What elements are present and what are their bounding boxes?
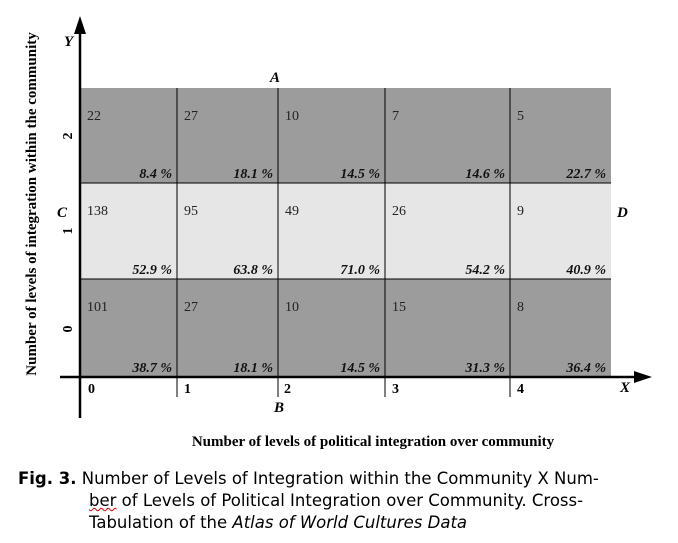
cell-count: 15: [392, 300, 406, 315]
x-tick-label: 0: [88, 382, 95, 397]
cell-count: 27: [184, 109, 198, 124]
x-axis-title: Number of levels of political integratio…: [192, 434, 555, 450]
cell-count: 8: [517, 300, 524, 315]
cell-percent: 22.7 %: [565, 167, 606, 182]
cell-count: 101: [87, 300, 108, 315]
cell-percent: 18.1 %: [233, 361, 273, 376]
cell-percent: 52.9 %: [132, 263, 172, 278]
cell-percent: 14.5 %: [340, 361, 380, 376]
x-tick-label: 1: [184, 382, 191, 397]
caption-label: Fig. 3.: [18, 469, 77, 488]
point-c-label: C: [57, 205, 68, 221]
x-axis-letter: X: [619, 380, 631, 396]
y-axis-letter: Y: [64, 34, 75, 50]
x-tick-labels: 0 1 2 3 4: [88, 382, 524, 397]
cell-grid: [80, 88, 611, 397]
y-tick-labels: 0 1 2: [61, 133, 76, 333]
caption-line-3: Tabulation of the: [89, 513, 233, 532]
caption-hyphenated-word: ber: [89, 491, 117, 510]
point-a-label: A: [269, 70, 280, 86]
cell-count: 22: [87, 109, 101, 124]
cell-count: 27: [184, 300, 198, 315]
cell-percent: 63.8 %: [233, 263, 273, 278]
cell-values: 22 8.4 % 27 18.1 % 10 14.5 % 7 14.6 % 5 22.7 % 138…: [87, 109, 606, 376]
caption-source-title: Atlas of World Cultures Data: [232, 513, 468, 532]
cell-percent: 71.0 %: [340, 263, 380, 278]
x-tick-label: 4: [517, 382, 524, 397]
row-bands: [80, 88, 611, 377]
row-band-level-0: [80, 279, 611, 377]
cell-percent: 31.3 %: [464, 361, 505, 376]
cell-count: 5: [517, 109, 524, 124]
cell-percent: 18.1 %: [233, 167, 273, 182]
row-band-level-2: [80, 88, 611, 183]
point-d-label: D: [616, 205, 628, 221]
cell-percent: 54.2 %: [465, 263, 505, 278]
cell-count: 138: [87, 204, 108, 219]
x-tick-label: 2: [284, 382, 291, 397]
y-tick-label: 2: [61, 133, 76, 140]
y-axis-title: Number of levels of integration within t…: [24, 32, 40, 376]
cell-count: 49: [285, 204, 299, 219]
cell-percent: 8.4 %: [139, 167, 172, 182]
cell-count: 26: [392, 204, 406, 219]
figure-caption: Fig. 3. Number of Levels of Integration …: [18, 468, 663, 534]
cell-count: 10: [285, 109, 299, 124]
row-band-level-1: [80, 183, 611, 279]
x-tick-label: 3: [392, 382, 399, 397]
cell-count: 7: [392, 109, 399, 124]
cell-count: 9: [517, 204, 524, 219]
x-axis-arrow: [634, 371, 652, 383]
y-axis-arrow: [74, 16, 86, 34]
caption-line-1: Number of Levels of Integration within t…: [76, 469, 599, 488]
cell-percent: 14.6 %: [465, 167, 505, 182]
cell-count: 95: [184, 204, 198, 219]
point-b-label: B: [273, 400, 284, 416]
cell-percent: 36.4 %: [565, 361, 606, 376]
cell-percent: 14.5 %: [340, 167, 380, 182]
cell-percent: 38.7 %: [131, 361, 172, 376]
y-tick-label: 0: [61, 326, 76, 333]
cell-percent: 40.9 %: [565, 263, 606, 278]
cell-count: 10: [285, 300, 299, 315]
y-tick-label: 1: [61, 228, 76, 235]
caption-line-2: of Levels of Political Integration over …: [116, 491, 584, 510]
